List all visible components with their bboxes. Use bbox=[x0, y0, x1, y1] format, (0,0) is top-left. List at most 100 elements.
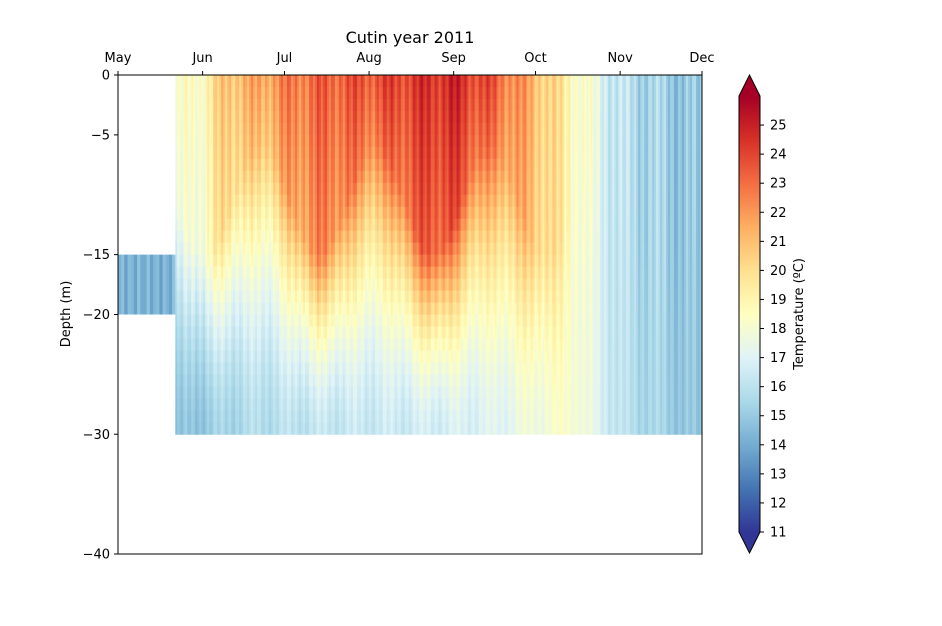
heatmap-cell bbox=[448, 314, 452, 327]
heatmap-cell bbox=[470, 158, 474, 172]
heatmap-cell bbox=[366, 218, 370, 232]
heatmap-cell bbox=[350, 182, 354, 196]
heatmap-cell bbox=[181, 374, 184, 387]
heatmap-cell bbox=[312, 134, 316, 148]
heatmap-cell bbox=[400, 146, 404, 160]
heatmap-cell bbox=[330, 242, 334, 256]
heatmap-cell bbox=[498, 122, 502, 136]
heatmap-cell bbox=[295, 386, 298, 399]
heatmap-cell bbox=[504, 206, 507, 220]
heatmap-cell bbox=[257, 170, 260, 184]
heatmap-cell bbox=[189, 350, 192, 363]
heatmap-cell bbox=[442, 158, 446, 172]
heatmap-cell bbox=[261, 422, 264, 435]
heatmap-cell bbox=[197, 254, 200, 268]
heatmap-cell bbox=[281, 110, 284, 124]
heatmap-cell bbox=[430, 158, 434, 172]
heatmap-cell bbox=[336, 75, 340, 88]
heatmap-cell bbox=[462, 242, 466, 256]
heatmap-cell bbox=[418, 182, 422, 196]
heatmap-cell bbox=[494, 182, 498, 196]
heatmap-cell bbox=[237, 398, 240, 411]
heatmap-cell bbox=[458, 134, 462, 148]
heatmap-cell bbox=[338, 314, 342, 327]
heatmap-cell bbox=[215, 386, 218, 399]
heatmap-cell bbox=[231, 326, 234, 339]
heatmap-cell bbox=[464, 386, 468, 399]
heatmap-cell bbox=[360, 410, 364, 423]
heatmap-cell bbox=[378, 86, 382, 100]
heatmap-cell bbox=[420, 194, 424, 208]
heatmap-cell bbox=[183, 242, 186, 256]
heatmap-cell bbox=[472, 146, 476, 160]
heatmap-cell bbox=[428, 422, 432, 435]
heatmap-cell bbox=[476, 254, 480, 268]
heatmap-cell bbox=[229, 374, 232, 387]
heatmap-cell bbox=[225, 86, 228, 100]
heatmap-cell bbox=[293, 290, 296, 304]
heatmap-cell bbox=[362, 314, 366, 327]
heatmap-cell bbox=[227, 314, 230, 327]
heatmap-cell bbox=[436, 86, 440, 100]
heatmap-cell bbox=[392, 230, 396, 244]
heatmap-cell bbox=[205, 158, 208, 172]
heatmap-cell bbox=[366, 278, 370, 292]
heatmap-cell bbox=[255, 422, 258, 435]
heatmap-cell bbox=[285, 350, 288, 363]
heatmap-cell bbox=[243, 194, 246, 208]
heatmap-cell bbox=[219, 110, 222, 124]
heatmap-cell bbox=[452, 326, 456, 339]
heatmap-cell bbox=[336, 422, 340, 435]
heatmap-cell bbox=[384, 110, 388, 124]
heatmap-cell bbox=[362, 230, 366, 244]
heatmap-cell bbox=[177, 314, 180, 327]
heatmap-cell bbox=[354, 374, 358, 387]
heatmap-cell bbox=[332, 134, 336, 148]
heatmap-cell bbox=[422, 230, 426, 244]
heatmap-cell bbox=[267, 194, 270, 208]
heatmap-cell bbox=[478, 170, 482, 184]
heatmap-cell bbox=[199, 326, 202, 339]
heatmap-cell bbox=[476, 290, 480, 304]
heatmap-cell bbox=[187, 362, 190, 375]
heatmap-cell bbox=[478, 398, 482, 411]
heatmap-cell bbox=[257, 98, 260, 112]
heatmap-cell bbox=[484, 206, 488, 220]
heatmap-cell bbox=[181, 206, 184, 220]
heatmap-cell bbox=[243, 410, 246, 423]
heatmap-cell bbox=[249, 218, 252, 232]
heatmap-cell bbox=[259, 182, 262, 196]
heatmap-cell bbox=[201, 338, 204, 351]
heatmap-cell bbox=[209, 122, 212, 136]
heatmap-cell bbox=[223, 374, 226, 387]
heatmap-cell bbox=[368, 386, 372, 399]
heatmap-cell bbox=[253, 230, 256, 244]
heatmap-cell bbox=[426, 122, 430, 136]
heatmap-cell bbox=[326, 122, 330, 136]
heatmap-cell bbox=[406, 254, 410, 268]
heatmap-cell bbox=[448, 374, 452, 387]
heatmap-cell bbox=[251, 134, 254, 148]
heatmap-cell bbox=[480, 242, 484, 256]
heatmap-cell bbox=[388, 290, 392, 304]
heatmap-cell bbox=[297, 86, 300, 100]
heatmap-cell bbox=[195, 398, 198, 411]
heatmap-cell bbox=[281, 398, 284, 411]
heatmap-cell bbox=[338, 362, 342, 375]
heatmap-cell bbox=[308, 290, 312, 304]
heatmap-cell bbox=[430, 230, 434, 244]
heatmap-cell bbox=[462, 254, 466, 268]
heatmap-cell bbox=[297, 290, 300, 304]
heatmap-cell bbox=[400, 266, 404, 280]
heatmap-cell bbox=[291, 194, 294, 208]
heatmap-cell bbox=[229, 134, 232, 148]
heatmap-cell bbox=[412, 182, 416, 196]
heatmap-cell bbox=[326, 182, 330, 196]
heatmap-cell bbox=[306, 290, 310, 304]
heatmap-cell bbox=[209, 398, 212, 411]
heatmap-cell bbox=[281, 254, 284, 268]
heatmap-cell bbox=[328, 302, 332, 315]
heatmap-cell bbox=[149, 254, 154, 315]
heatmap-cell bbox=[201, 75, 204, 88]
heatmap-cell bbox=[203, 86, 206, 100]
